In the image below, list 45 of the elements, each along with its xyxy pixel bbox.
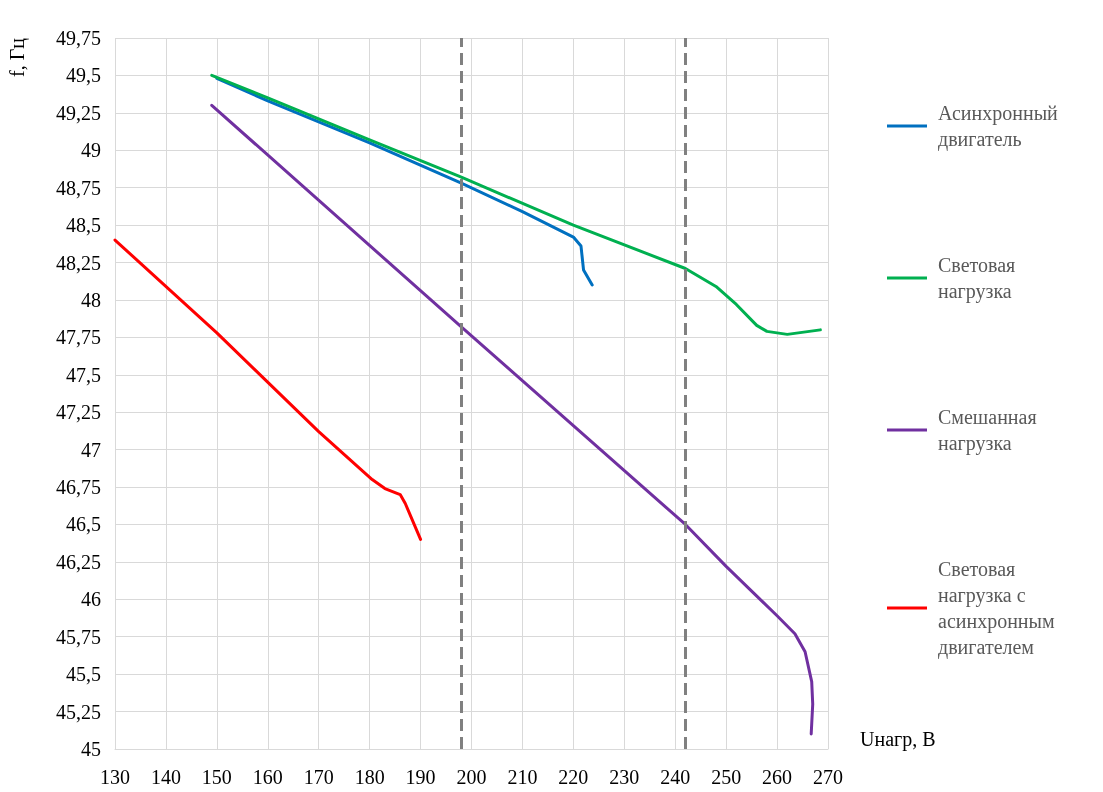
- x-tick-label: 220: [558, 766, 589, 788]
- x-tick-label: 130: [100, 766, 130, 788]
- x-tick-label: 180: [354, 766, 385, 788]
- y-tick-label: 45,25: [56, 700, 101, 723]
- x-tick-label: 200: [456, 766, 487, 788]
- x-tick-label: 260: [762, 766, 793, 788]
- line-series: [210, 73, 822, 336]
- x-tick-label: 240: [660, 766, 691, 788]
- y-tick-label: 49: [81, 139, 101, 162]
- line-series: [215, 76, 594, 287]
- y-tick-label: 47,25: [56, 401, 101, 424]
- y-tick-label: 46,25: [56, 550, 101, 573]
- y-tick-label: 46: [81, 588, 101, 611]
- x-tick-label: 150: [201, 766, 232, 788]
- y-tick-label: 46,5: [66, 513, 101, 536]
- line-series: [113, 238, 423, 541]
- y-tick-label: 46,75: [56, 476, 101, 499]
- y-tick-label: 47,75: [56, 326, 101, 349]
- legend-label: Световая нагрузка: [938, 254, 1016, 303]
- y-tick-label: 47: [81, 438, 101, 461]
- y-tick-label: 45: [81, 738, 101, 760]
- y-tick-label: 48,75: [56, 176, 101, 199]
- x-tick-label: 210: [507, 766, 538, 788]
- y-tick-label: 48,5: [66, 214, 101, 237]
- line-series: [210, 103, 815, 736]
- x-tick-label: 170: [303, 766, 334, 788]
- y-tick-label: 49,25: [56, 101, 101, 124]
- x-tick-label: 140: [150, 766, 181, 788]
- x-tick-label: 190: [405, 766, 436, 788]
- x-tick-label: 250: [711, 766, 742, 788]
- x-tick-label: 230: [609, 766, 640, 788]
- x-axis-title: Uнагр, В: [860, 728, 936, 751]
- y-tick-label: 49,5: [66, 64, 101, 87]
- y-tick-label: 48,25: [56, 251, 101, 274]
- legend-label: Смешанная нагрузка: [938, 406, 1037, 455]
- y-axis-title: f, Гц: [6, 37, 29, 77]
- x-tick-label: 270: [813, 766, 843, 788]
- legend-label: Асинхронный двигатель: [938, 102, 1059, 151]
- y-tick-label: 49,75: [56, 27, 101, 49]
- y-tick-label: 47,5: [66, 363, 101, 386]
- x-tick-label: 160: [252, 766, 283, 788]
- y-tick-label: 48: [81, 288, 101, 311]
- legend-label: Световая нагрузка с асинхронным двигателем: [938, 558, 1055, 659]
- y-tick-label: 45,75: [56, 625, 101, 648]
- y-tick-label: 45,5: [66, 663, 101, 686]
